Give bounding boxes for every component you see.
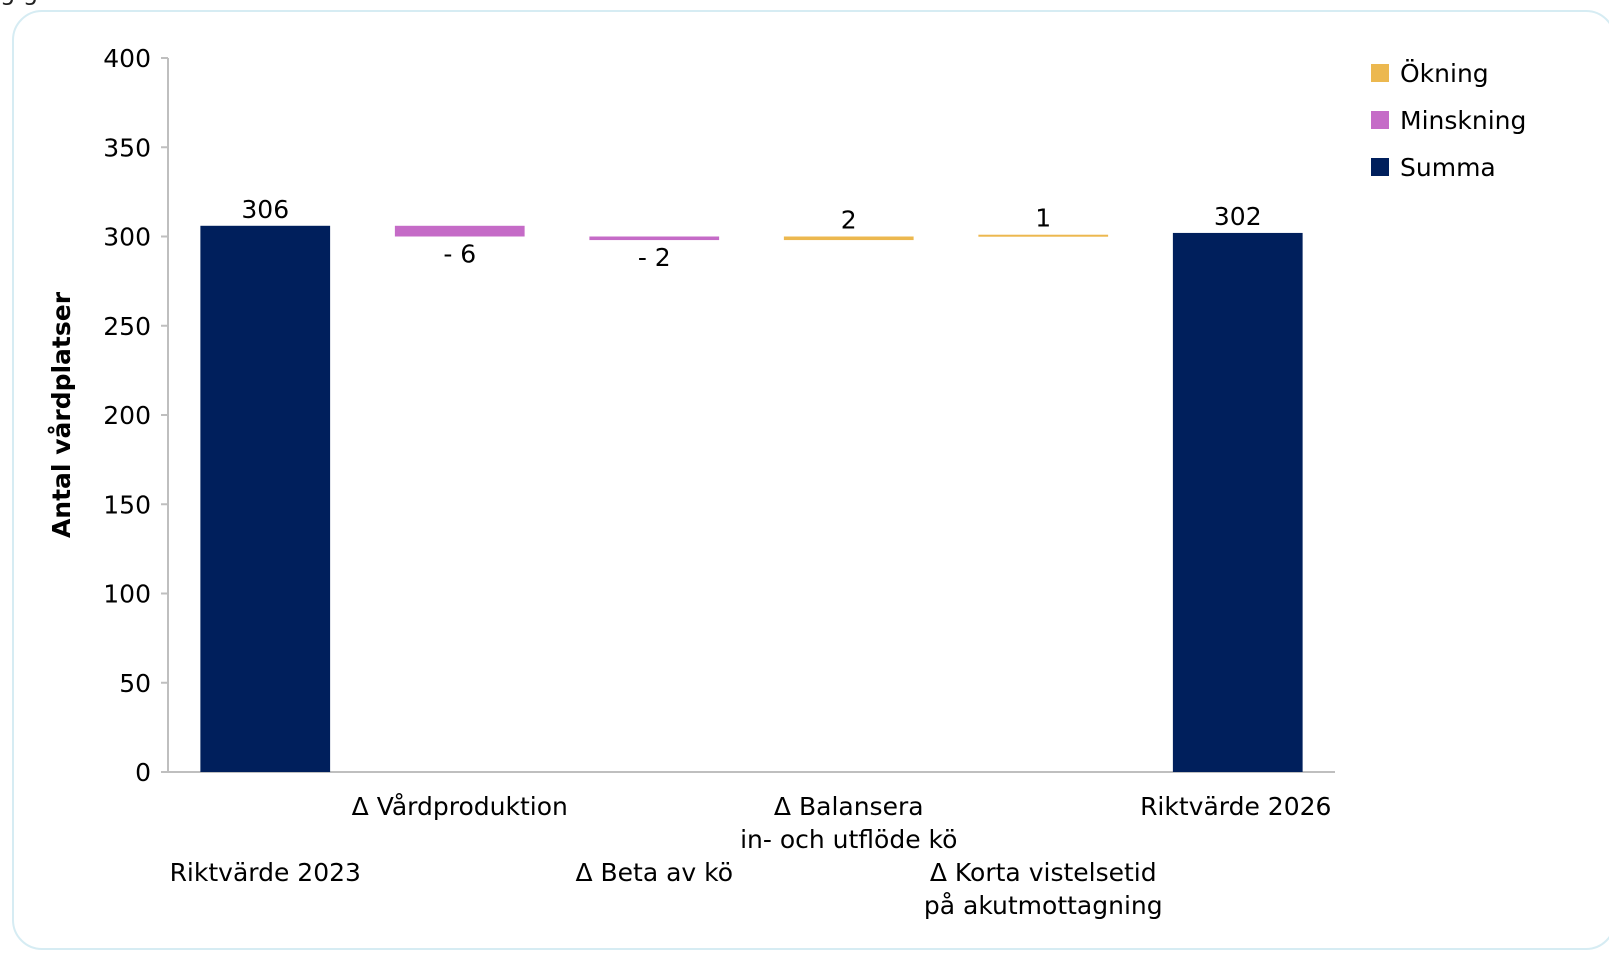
data-label: 1 bbox=[1035, 204, 1051, 233]
y-axis-title: Antal vårdplatser bbox=[47, 291, 76, 538]
x-category-label: Riktvärde 2026 bbox=[1140, 792, 1331, 821]
legend-label: Minskning bbox=[1400, 106, 1526, 135]
data-label: - 2 bbox=[638, 243, 671, 272]
bar-decrease bbox=[394, 225, 525, 237]
data-label: 2 bbox=[841, 206, 857, 235]
legend-swatch-total bbox=[1371, 158, 1389, 176]
y-tick-label: 0 bbox=[135, 758, 151, 787]
data-label: 306 bbox=[241, 195, 289, 224]
bar-increase bbox=[783, 236, 914, 241]
x-category-label: Δ Korta vistelsetid på akutmottagning bbox=[924, 858, 1163, 920]
clipped-heading: g g bbox=[0, 0, 38, 6]
y-tick-label: 250 bbox=[103, 312, 151, 341]
bar-total bbox=[1172, 232, 1303, 772]
y-tick-label: 350 bbox=[103, 133, 151, 162]
y-tick-label: 100 bbox=[103, 580, 151, 609]
data-label: - 6 bbox=[443, 240, 476, 269]
bar-total bbox=[200, 225, 331, 773]
y-tick-label: 300 bbox=[103, 223, 151, 252]
y-tick-label: 400 bbox=[103, 44, 151, 73]
y-tick-label: 50 bbox=[119, 669, 151, 698]
data-label: 302 bbox=[1214, 202, 1262, 231]
x-category-label: Δ Vårdproduktion bbox=[352, 792, 568, 821]
legend-swatch-decrease bbox=[1371, 111, 1389, 129]
y-tick-label: 200 bbox=[103, 401, 151, 430]
bar-decrease bbox=[589, 236, 720, 241]
bar-increase bbox=[978, 234, 1109, 237]
x-category-label: Δ Balansera in- och utflöde kö bbox=[740, 792, 957, 854]
legend-swatch-increase bbox=[1371, 64, 1389, 82]
x-category-label: Δ Beta av kö bbox=[575, 858, 733, 887]
legend-label: Ökning bbox=[1400, 59, 1489, 88]
y-tick-label: 150 bbox=[103, 490, 151, 519]
legend-label: Summa bbox=[1400, 153, 1496, 182]
x-category-label: Riktvärde 2023 bbox=[170, 858, 361, 887]
